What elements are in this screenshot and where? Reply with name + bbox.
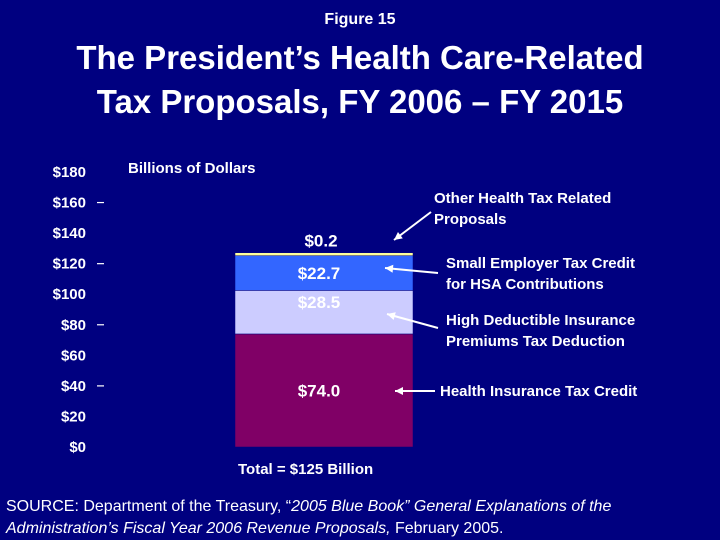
units-label: Billions of Dollars bbox=[128, 160, 256, 177]
y-tick-label: $160 bbox=[53, 195, 86, 212]
annotation-text: Premiums Tax Deduction bbox=[446, 333, 625, 350]
title-line-1: The President’s Health Care-Related bbox=[76, 39, 644, 76]
annotation-text: for HSA Contributions bbox=[446, 276, 604, 293]
y-tick-label: $120 bbox=[53, 256, 86, 273]
annotation-arrow-line bbox=[386, 313, 439, 329]
source-suffix: February 2005. bbox=[390, 520, 504, 537]
source-prefix: SOURCE: Department of the Treasury, “ bbox=[6, 498, 292, 515]
annotation-text: Small Employer Tax Credit bbox=[446, 255, 635, 272]
annotation-text: Proposals bbox=[434, 211, 507, 228]
bar-segment bbox=[234, 290, 414, 335]
figure-label: Figure 15 bbox=[324, 11, 396, 28]
total-label: Total = $125 Billion bbox=[238, 461, 374, 478]
value-label: $0.2 bbox=[304, 231, 337, 250]
y-tick-label: $20 bbox=[61, 408, 86, 425]
y-tick-label: $0 bbox=[69, 439, 86, 456]
source-italic: 2005 Blue Book” General Explanations of … bbox=[6, 498, 612, 537]
bar-segment bbox=[234, 333, 414, 448]
title-line-2: Tax Proposals, FY 2006 – FY 2015 bbox=[96, 83, 624, 120]
chart-title: The President’s Health Care-Related Tax … bbox=[0, 36, 720, 124]
annotation-text: High Deductible Insurance bbox=[446, 312, 635, 329]
y-tick-label: $40 bbox=[61, 378, 86, 395]
y-tick-label: $180 bbox=[53, 164, 86, 181]
bar-segment bbox=[234, 255, 414, 291]
value-label: $22.7 bbox=[298, 264, 341, 283]
y-tick-label: $80 bbox=[61, 317, 86, 334]
source-note: SOURCE: Department of the Treasury, “200… bbox=[6, 496, 718, 540]
y-tick-label: $60 bbox=[61, 347, 86, 364]
annotation-text: Other Health Tax Related bbox=[434, 190, 611, 207]
annotation-text: Health Insurance Tax Credit bbox=[440, 383, 637, 400]
y-tick-label: $100 bbox=[53, 286, 86, 303]
value-label: $74.0 bbox=[298, 381, 341, 400]
annotation-arrowhead bbox=[387, 312, 396, 320]
bar-segment bbox=[234, 252, 414, 256]
annotation-arrowhead bbox=[385, 264, 394, 273]
annotation-arrow-line bbox=[384, 267, 439, 274]
value-label: $28.5 bbox=[298, 293, 341, 312]
annotation-arrowhead bbox=[394, 231, 403, 240]
y-tick-label: $140 bbox=[53, 225, 86, 242]
annotation-arrowhead bbox=[395, 387, 403, 395]
